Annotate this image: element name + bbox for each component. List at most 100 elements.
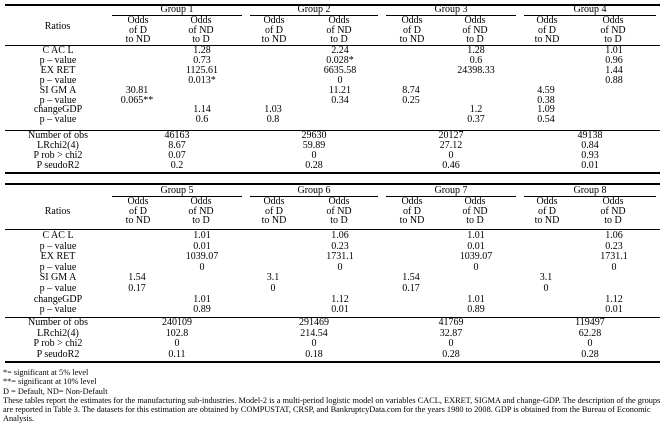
group-underline — [112, 196, 242, 197]
stat-value: 0.46 — [442, 159, 460, 171]
table-cell: 0.01 — [467, 240, 485, 252]
stat-value: 0.2 — [170, 159, 184, 171]
table-cell: 1.28 — [193, 45, 211, 56]
col-head-d-to-nd: Odds of D to ND — [125, 196, 151, 227]
table-cell: 1.01 — [193, 230, 211, 241]
table-top-rule — [5, 4, 660, 6]
col-head-nd-to-d: Odds of ND to D — [326, 196, 352, 227]
row-label: SI GM A — [39, 272, 77, 284]
stat-value: 8.67 — [168, 139, 186, 151]
group-header: Group 6 — [297, 185, 331, 196]
stat-label: P seudoR2 — [36, 159, 80, 171]
stat-label: LRchi2(4) — [37, 139, 79, 151]
row-label: p – value — [39, 74, 77, 86]
col-head-nd-to-d: Odds of ND to D — [188, 15, 214, 46]
table-cell: 0.01 — [193, 240, 211, 252]
col-head-d-to-nd: Odds of D to ND — [125, 15, 151, 46]
table-cell: 1.54 — [402, 272, 420, 284]
stat-label: P rob > chi2 — [33, 149, 83, 161]
row-label: changeGDP — [33, 293, 83, 305]
table-cell: 0.88 — [605, 74, 623, 86]
table-cell: 0 — [270, 283, 276, 294]
ratios-label: Ratios — [44, 206, 71, 217]
stat-value: 240109 — [162, 317, 192, 328]
group-header: Group 8 — [573, 185, 607, 196]
stat-value: 0 — [587, 338, 593, 350]
group-underline — [386, 196, 516, 197]
col-head-nd-to-d: Odds of ND to D — [462, 196, 488, 227]
table-cell: 0.013* — [188, 74, 216, 86]
stat-label: Number of obs — [28, 130, 88, 141]
stat-value: 0 — [174, 338, 180, 350]
table-cell: 0.25 — [402, 94, 420, 106]
stat-value: 291469 — [299, 317, 329, 328]
row-label: SI GM A — [39, 84, 77, 96]
row-label: p – value — [39, 304, 77, 316]
group-underline — [524, 15, 656, 16]
row-label: C AC L — [42, 230, 74, 241]
note-legend: D = Default, ND= Non-Default — [3, 386, 108, 396]
group-underline — [250, 196, 378, 197]
stat-value: 20127 — [438, 130, 464, 141]
table-cell: 11.21 — [328, 84, 352, 96]
stat-label: Number of obs — [28, 317, 88, 328]
table-cell: 0 — [337, 261, 343, 273]
stat-label: P seudoR2 — [36, 348, 80, 360]
stat-value: 0.07 — [168, 149, 186, 161]
table-cell: 3.1 — [266, 272, 280, 284]
stat-value: 102.8 — [165, 327, 189, 339]
group-header: Group 2 — [297, 4, 331, 15]
col-head-d-to-nd: Odds of D to ND — [261, 196, 287, 227]
table-cell: 1.01 — [605, 45, 623, 56]
table-cell: 4.59 — [537, 84, 555, 96]
row-label: p – value — [39, 283, 77, 294]
row-label: EX RET — [40, 64, 76, 76]
row-label: p – value — [39, 240, 77, 252]
table-cell: 0.8 — [266, 114, 280, 126]
table-cell: 0.23 — [605, 240, 623, 252]
stat-value: 41769 — [438, 317, 464, 328]
col-head-d-to-nd: Odds of D to ND — [534, 196, 560, 227]
table-cell: 0 — [611, 261, 617, 273]
table-cell: 6635.58 — [323, 64, 357, 76]
stat-value: 49138 — [577, 130, 603, 141]
table-cell: 1.14 — [193, 104, 211, 116]
table-cell: 1125.61 — [185, 64, 219, 76]
stat-value: 0.11 — [168, 348, 186, 360]
table-bottom-rule — [5, 361, 660, 363]
row-label: EX RET — [40, 251, 76, 263]
table-cell: 0.6 — [469, 54, 483, 66]
table-cell: 1.01 — [467, 230, 485, 241]
stats-top-rule — [5, 130, 660, 131]
row-label: p – value — [39, 114, 77, 126]
table-top-rule — [5, 183, 660, 185]
group-underline — [524, 196, 656, 197]
stat-value: 0.84 — [581, 139, 599, 151]
group-underline — [250, 15, 378, 16]
row-label: changeGDP — [33, 104, 83, 116]
table-cell: 0.34 — [331, 94, 349, 106]
stat-value: 0 — [448, 338, 454, 350]
group-header: Group 5 — [160, 185, 194, 196]
table-cell: 0.37 — [467, 114, 485, 126]
table-cell: 1.01 — [467, 293, 485, 305]
stat-value: 0.18 — [305, 348, 323, 360]
note-significance-5: *= significant at 5% level — [3, 368, 89, 377]
table-cell: 0.96 — [605, 54, 623, 66]
stat-value: 62.28 — [578, 327, 602, 339]
table-cell: 0.17 — [128, 283, 146, 294]
table-cell: 0.38 — [537, 94, 555, 106]
table-cell: 1039.07 — [185, 251, 219, 263]
table-cell: 0.028* — [326, 54, 354, 66]
table-cell: 1.09 — [537, 104, 555, 116]
table-cell: 1.12 — [605, 293, 623, 305]
table-cell: 1.2 — [469, 104, 483, 116]
col-head-d-to-nd: Odds of D to ND — [534, 15, 560, 46]
stat-value: 0.93 — [581, 149, 599, 161]
table-cell: 0 — [543, 283, 549, 294]
stat-label: LRchi2(4) — [37, 327, 79, 339]
table-cell: 0 — [337, 74, 343, 86]
group-header: Group 3 — [434, 4, 468, 15]
col-head-d-to-nd: Odds of D to ND — [399, 15, 425, 46]
stat-value: 0 — [448, 149, 454, 161]
